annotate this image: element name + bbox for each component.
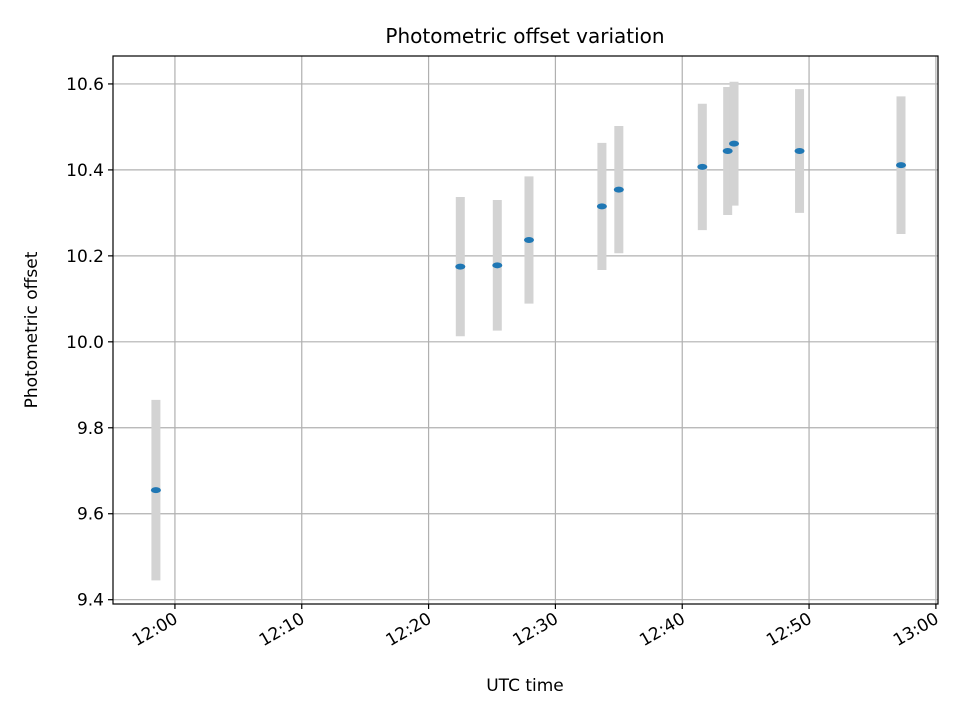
data-point [896,162,907,169]
data-point [455,263,466,270]
y-tick-label: 10.6 [66,75,104,95]
x-tick-label: 12:00 [129,609,181,651]
x-tick-label: 12:10 [256,609,308,651]
plot-background [113,56,938,604]
x-tick-label: 12:30 [509,609,561,651]
y-tick-label: 9.6 [77,505,104,525]
data-point [492,262,503,269]
x-tick-label: 12:20 [383,609,435,651]
chart-title: Photometric offset variation [385,24,664,48]
x-tick-label: 12:50 [763,609,815,651]
data-point [722,147,733,154]
data-point [697,163,708,170]
data-point [523,236,534,243]
y-tick-label: 10.4 [66,161,104,181]
x-tick-label: 13:00 [890,609,942,651]
data-point [596,203,607,210]
data-points [150,140,907,494]
x-axis: 12:00 12:10 12:20 12:30 12:40 12:50 13:00 [129,604,942,651]
data-point [150,487,161,494]
y-tick-label: 9.4 [77,591,104,611]
y-axis: 9.4 9.6 9.8 10.0 10.2 10.4 10.6 [66,75,113,611]
y-tick-label: 10.2 [66,247,104,267]
y-tick-label: 10.0 [66,333,104,353]
plot-frame [112,55,939,605]
x-tick-label: 12:40 [636,609,688,651]
data-point [613,186,624,193]
data-point [794,147,805,154]
x-axis-label: UTC time [486,676,564,696]
y-tick-label: 9.8 [77,419,104,439]
y-axis-label: Photometric offset [22,251,42,408]
data-point [729,140,740,147]
